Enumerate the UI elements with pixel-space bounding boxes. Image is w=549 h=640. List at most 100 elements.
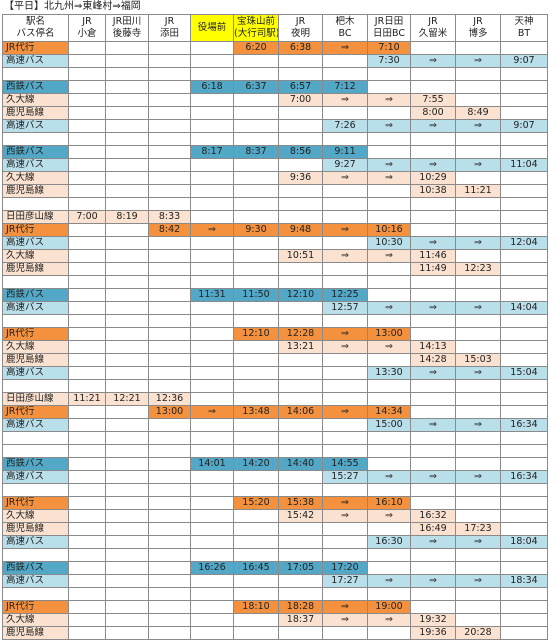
time-cell: [455, 67, 501, 81]
time-cell: [190, 67, 234, 81]
route-name: JR代行: [2, 223, 69, 237]
time-cell: [148, 626, 191, 640]
time-cell: ⇒: [455, 54, 501, 68]
time-cell: [455, 314, 501, 328]
time-cell: [190, 197, 234, 211]
time-cell: [500, 561, 548, 575]
time-cell: [105, 483, 149, 497]
time-cell: [455, 457, 501, 471]
time-cell: [322, 67, 368, 81]
time-cell: [278, 470, 323, 484]
route-name: 高速バス: [2, 574, 69, 588]
time-cell: [190, 301, 234, 315]
time-cell: [500, 132, 548, 146]
time-cell: [410, 600, 456, 614]
route-name: 高速バス: [2, 158, 69, 172]
time-cell: [233, 418, 279, 432]
time-cell: [68, 561, 106, 575]
row: 鹿児島線 8:00 8:49: [2, 106, 548, 120]
time-cell: 15:03: [455, 353, 501, 367]
time-cell: [148, 275, 191, 289]
time-cell: [148, 80, 191, 94]
time-cell: [500, 145, 548, 159]
time-cell: 7:26: [322, 119, 368, 133]
time-cell: 12:10: [233, 327, 279, 341]
time-cell: [367, 184, 411, 198]
time-cell: [105, 613, 149, 627]
time-cell: 12:21: [105, 392, 149, 406]
time-cell: [500, 327, 548, 341]
time-cell: [105, 106, 149, 120]
time-cell: [500, 522, 548, 536]
row: 高速バス 16:30 ⇒ ⇒ 18:04: [2, 535, 548, 549]
time-cell: 16:10: [367, 496, 411, 510]
time-cell: [410, 197, 456, 211]
time-cell: [233, 106, 279, 120]
time-cell: 15:00: [367, 418, 411, 432]
time-cell: [367, 67, 411, 81]
time-cell: [190, 249, 234, 263]
time-cell: [455, 340, 501, 354]
time-cell: [322, 54, 368, 68]
time-cell: [410, 392, 456, 406]
time-cell: [455, 600, 501, 614]
time-cell: [68, 340, 106, 354]
time-cell: ⇒: [410, 301, 456, 315]
time-cell: [500, 431, 548, 445]
header-line: JR: [428, 16, 438, 27]
time-cell: [190, 496, 234, 510]
row: [2, 444, 548, 458]
time-cell: [367, 288, 411, 302]
time-cell: [410, 67, 456, 81]
row: JR代行 6:20 6:38 ⇒ 7:10: [2, 41, 548, 55]
time-cell: [105, 626, 149, 640]
time-cell: [190, 431, 234, 445]
time-cell: [68, 54, 106, 68]
time-cell: ⇒: [322, 223, 368, 237]
time-cell: [105, 93, 149, 107]
time-cell: [500, 457, 548, 471]
time-cell: [278, 119, 323, 133]
time-cell: 19:00: [367, 600, 411, 614]
time-cell: [105, 301, 149, 315]
time-cell: [68, 613, 106, 627]
time-cell: 12:04: [500, 236, 548, 250]
column-header: JR 博多: [455, 14, 501, 42]
row: [2, 548, 548, 562]
row: 高速バス 15:00 ⇒ ⇒ 16:34: [2, 418, 548, 432]
time-cell: [322, 106, 368, 120]
time-cell: [190, 379, 234, 393]
time-cell: [410, 496, 456, 510]
time-cell: [148, 119, 191, 133]
column-header: JR 添田: [148, 14, 191, 42]
time-cell: ⇒: [367, 158, 411, 172]
time-cell: 8:56: [278, 145, 323, 159]
row: [2, 431, 548, 445]
row: 高速バス 7:30 ⇒ ⇒ 9:07: [2, 54, 548, 68]
time-cell: ⇒: [322, 600, 368, 614]
time-cell: 17:23: [455, 522, 501, 536]
time-cell: [233, 626, 279, 640]
time-cell: [233, 67, 279, 81]
route-name: 日田彦山線: [2, 210, 69, 224]
time-cell: [190, 366, 234, 380]
time-cell: [190, 210, 234, 224]
time-cell: [68, 457, 106, 471]
time-cell: [455, 587, 501, 601]
time-cell: [322, 392, 368, 406]
time-cell: 12:10: [278, 288, 323, 302]
time-cell: [500, 210, 548, 224]
row: 久大線 13:21 ⇒ ⇒ 14:13: [2, 340, 548, 354]
row: 高速バス 15:27 ⇒ ⇒ ⇒ 16:34: [2, 470, 548, 484]
time-cell: [278, 132, 323, 146]
time-cell: 16:49: [410, 522, 456, 536]
time-cell: ⇒: [190, 223, 234, 237]
time-cell: [148, 431, 191, 445]
time-cell: [105, 236, 149, 250]
time-cell: [68, 431, 106, 445]
time-cell: [148, 444, 191, 458]
time-cell: 13:48: [233, 405, 279, 419]
row: [2, 314, 548, 328]
time-cell: 10:16: [367, 223, 411, 237]
time-cell: [148, 535, 191, 549]
